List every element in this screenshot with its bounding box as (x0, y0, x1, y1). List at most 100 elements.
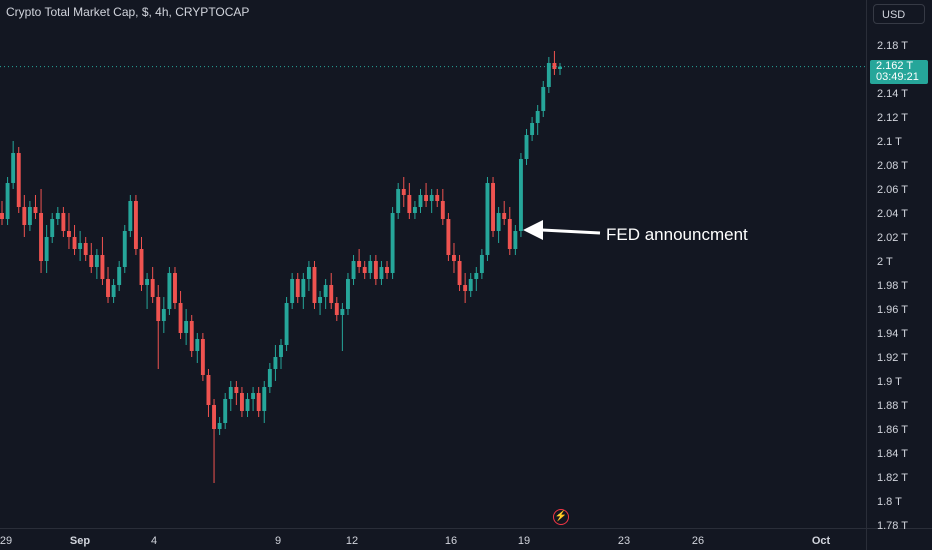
candle-body (67, 231, 71, 237)
candle (212, 399, 216, 483)
candle (27, 201, 32, 231)
candle-body (446, 219, 451, 255)
annotation-arrow-head (523, 220, 543, 240)
y-tick-label: 2.06 T (877, 184, 908, 196)
y-tick-label: 1.9 T (877, 376, 902, 388)
candle-body (206, 375, 211, 405)
last-price-value: 2.162 T (876, 60, 914, 72)
candle-body (524, 135, 529, 159)
candle (357, 249, 362, 273)
last-price-tag: 2.162 T 03:49:21 (870, 60, 928, 84)
x-tick-label: Sep (70, 535, 90, 547)
candle-body (435, 195, 440, 201)
candle-body (122, 231, 127, 267)
candle (385, 261, 389, 279)
chart-title: Crypto Total Market Cap, $, 4h, CRYPTOCA… (6, 5, 250, 19)
price-axis[interactable]: 2.18 T2.16 T2.14 T2.12 T2.1 T2.08 T2.06 … (877, 40, 908, 532)
candle (446, 213, 451, 261)
y-tick-label: 2.12 T (877, 112, 908, 124)
candle (189, 315, 194, 357)
candle (513, 225, 518, 255)
candle (0, 201, 4, 225)
candle (145, 273, 150, 309)
candle-body (385, 267, 389, 273)
x-tick-label: 23 (618, 535, 630, 547)
currency-button[interactable]: USD (873, 4, 925, 24)
candle-body (351, 261, 356, 279)
candle-body (128, 201, 133, 231)
candle (518, 153, 523, 237)
candle (50, 213, 55, 243)
candle-body (256, 393, 261, 411)
lightning-icon[interactable]: ⚡ (553, 509, 569, 525)
candle (167, 267, 172, 315)
candle (463, 273, 468, 303)
candle-body (72, 237, 77, 249)
y-tick-label: 1.96 T (877, 304, 908, 316)
candle (239, 387, 244, 417)
candle-body (318, 297, 323, 303)
y-tick-label: 2.1 T (877, 136, 902, 148)
candle-body (357, 261, 362, 267)
candle (496, 207, 501, 243)
candle-body (323, 285, 328, 297)
candle (122, 225, 127, 273)
x-tick-label: 4 (151, 535, 157, 547)
candle-body (161, 309, 166, 321)
candle-body (424, 195, 429, 201)
candle-body (340, 309, 345, 315)
candle (530, 117, 535, 141)
candle-body (518, 159, 523, 231)
candle (491, 177, 495, 237)
candle-body (513, 231, 518, 249)
candle-body (189, 321, 194, 351)
candle-body (463, 285, 468, 291)
candle-body (245, 399, 250, 411)
candle (396, 183, 401, 219)
candle (346, 273, 350, 315)
candle (424, 183, 429, 207)
annotation-arrow-shaft (541, 228, 601, 235)
candle-body (100, 255, 105, 279)
candle-body (412, 207, 417, 213)
candle-body (106, 279, 110, 297)
candle-body (251, 393, 256, 399)
candle (301, 273, 306, 309)
candle (262, 381, 267, 423)
candle (507, 207, 512, 255)
candle-body (502, 213, 507, 219)
candle (234, 381, 239, 405)
candle (329, 273, 334, 309)
candle (150, 267, 155, 303)
candle (407, 183, 412, 219)
candle-body (535, 111, 540, 123)
candle (284, 297, 289, 351)
candle (117, 261, 122, 291)
y-tick-label: 2.02 T (877, 232, 908, 244)
candle (479, 249, 484, 279)
y-tick-label: 1.84 T (877, 448, 908, 460)
candle (468, 273, 473, 297)
candle-body (346, 279, 350, 309)
candle (418, 189, 423, 213)
candle-body (491, 183, 495, 231)
candle-body (223, 399, 228, 423)
x-tick-label: 29 (0, 535, 12, 547)
candle (89, 243, 94, 273)
candle-body (273, 357, 278, 369)
candle (61, 207, 66, 237)
candle (485, 177, 490, 261)
candle-body (16, 153, 21, 207)
candle (401, 177, 406, 207)
candle (558, 63, 562, 75)
candle-body (200, 339, 205, 375)
candle (535, 105, 540, 135)
candle-body (150, 279, 155, 297)
candle-body (558, 66, 562, 69)
candle (161, 297, 166, 333)
time-axis[interactable]: 29 Sep 4 9 12 16 19 23 26 Oct (0, 535, 831, 547)
candle-body (429, 195, 434, 201)
candle (22, 195, 27, 237)
candle-body (139, 249, 144, 285)
